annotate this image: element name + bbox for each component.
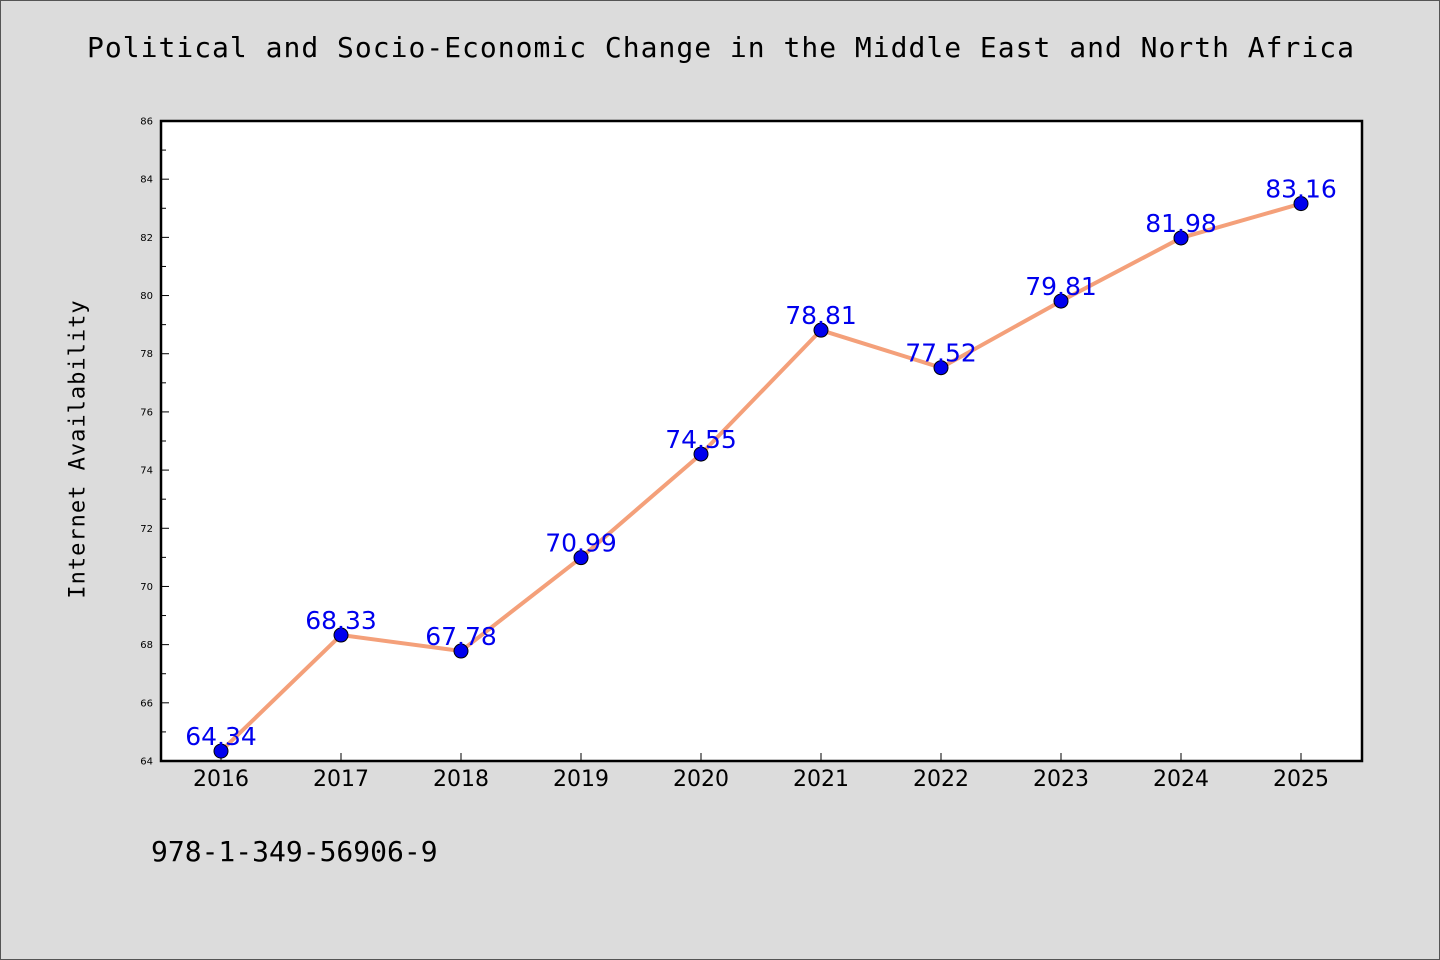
data-point [1053,293,1069,309]
data-label: 68.33 [305,606,377,635]
data-label: 74.55 [665,425,737,454]
data-point [453,643,469,659]
data-point [213,743,229,759]
x-tick-label: 2023 [1033,767,1089,792]
y-tick-label: 84 [140,175,153,186]
x-tick-label: 2017 [313,767,369,792]
y-tick-label: 86 [140,117,153,128]
y-tick-label: 70 [140,582,153,593]
x-tick-label: 2021 [793,767,849,792]
x-tick-label: 2020 [673,767,729,792]
data-label: 64.34 [185,722,257,751]
chart-title: Political and Socio-Economic Change in t… [87,31,1355,64]
data-label: 81.98 [1145,209,1217,238]
data-point [1293,196,1309,212]
x-tick-label: 2022 [913,767,969,792]
y-tick-label: 72 [140,524,153,535]
data-point [813,322,829,338]
data-label: 70.99 [545,529,617,558]
y-tick-label: 66 [140,698,153,709]
series-line [219,201,1302,753]
y-tick-label: 64 [140,757,153,768]
y-tick-label: 82 [140,233,153,244]
x-tick-label: 2018 [433,767,489,792]
data-label: 67.78 [425,622,497,651]
data-label: 77.52 [905,339,977,368]
data-point [693,446,709,462]
data-label: 83.16 [1265,175,1337,204]
plot-frame [159,119,1364,763]
data-label: 79.81 [1025,272,1097,301]
x-tick-label: 2019 [553,767,609,792]
y-tick-label: 74 [140,466,153,477]
data-point [933,360,949,376]
y-tick-label: 76 [140,407,153,418]
x-tick-label: 2025 [1273,767,1329,792]
plot-area [161,121,1362,761]
x-tick-label: 2016 [193,767,249,792]
data-label: 78.81 [785,301,857,330]
isbn-text: 978-1-349-56906-9 [151,835,438,868]
data-point [573,550,589,566]
x-tick-label: 2024 [1153,767,1209,792]
data-point [333,627,349,643]
y-tick-label: 78 [140,349,153,360]
y-tick-label: 80 [140,291,153,302]
y-tick-label: 68 [140,640,153,651]
data-point [1173,230,1189,246]
